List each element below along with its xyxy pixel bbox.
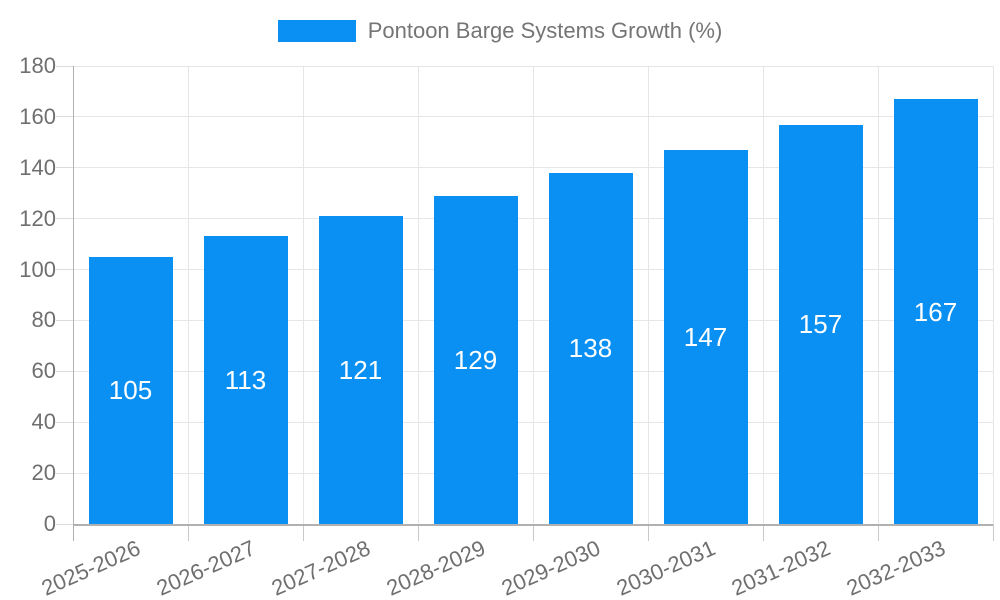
x-tick-label: 2025-2026 [37,535,145,600]
bar-value-label: 129 [453,344,498,375]
y-tick-stub [56,319,73,321]
gridline-vertical [417,66,419,524]
bar[interactable]: 147 [663,149,748,524]
bar[interactable]: 113 [203,236,288,524]
y-tick-stub [56,65,73,67]
x-tick-mark [417,524,419,541]
x-tick-mark [302,524,304,541]
x-axis-line [73,524,993,526]
bar-value-label: 167 [913,296,958,327]
y-tick-stub [56,218,73,220]
legend-swatch [277,20,356,42]
bar-value-label: 105 [108,375,153,406]
x-tick-label: 2027-2028 [267,535,375,600]
legend-label: Pontoon Barge Systems Growth (%) [367,18,723,43]
y-tick-label: 20 [31,460,56,486]
bar[interactable]: 138 [548,172,633,524]
y-tick-stub [56,370,73,372]
y-tick-stub [56,472,73,474]
y-tick-label: 100 [19,256,56,282]
bar-value-label: 138 [568,333,613,364]
y-tick-label: 180 [19,53,56,78]
y-tick-stub [56,116,73,118]
bar-value-label: 157 [798,309,843,340]
x-tick-mark [532,524,534,541]
bar-value-label: 113 [224,365,267,396]
gridline-vertical [877,66,879,524]
x-tick-mark [762,524,764,541]
y-tick-label: 160 [19,103,56,129]
bar[interactable]: 129 [433,195,518,524]
x-tick-mark [647,524,649,541]
y-tick-label: 80 [31,307,56,333]
x-tick-label: 2028-2029 [382,535,490,600]
gridline-vertical [187,66,189,524]
y-tick-label: 40 [31,409,56,435]
x-tick-label: 2031-2032 [727,535,835,600]
bar[interactable]: 105 [88,256,173,524]
bar[interactable]: 121 [318,216,403,524]
y-axis-line [72,66,74,541]
gridline-vertical [532,66,534,524]
gridline-vertical [647,66,649,524]
x-tick-label: 2030-2031 [612,535,720,600]
bar-value-label: 147 [683,321,728,352]
x-tick-mark [877,524,879,541]
y-tick-label: 120 [19,205,56,231]
x-tick-mark [992,524,994,541]
x-tick-mark [187,524,189,541]
y-tick-label: 0 [43,511,56,536]
bar-value-label: 121 [338,355,383,386]
gridline-vertical [762,66,764,524]
y-tick-stub [56,167,73,169]
bar[interactable]: 167 [893,99,978,524]
bar[interactable]: 157 [778,124,863,524]
y-tick-label: 140 [19,154,56,180]
y-tick-label: 60 [31,358,56,384]
x-tick-label: 2026-2027 [152,535,260,600]
y-tick-stub [56,523,73,525]
x-tick-label: 2029-2030 [497,535,605,600]
y-tick-stub [56,421,73,423]
y-tick-stub [56,269,73,271]
legend: Pontoon Barge Systems Growth (%) [0,18,1000,44]
gridline-vertical [302,66,304,524]
gridline-vertical [992,66,994,524]
x-tick-label: 2032-2033 [842,535,950,600]
